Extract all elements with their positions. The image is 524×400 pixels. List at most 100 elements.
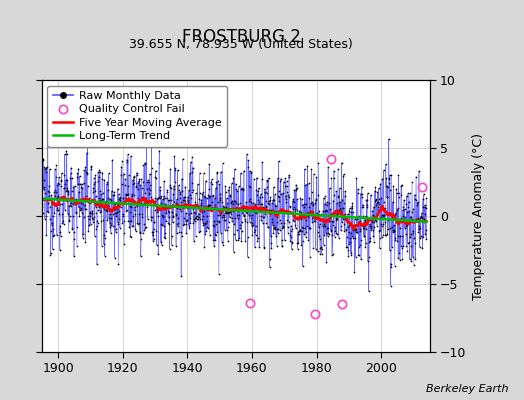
Point bbox=[389, 228, 398, 234]
Point bbox=[161, 195, 169, 202]
Point bbox=[127, 153, 135, 159]
Point bbox=[140, 220, 148, 227]
Point bbox=[414, 199, 422, 205]
Point bbox=[85, 222, 93, 228]
Point bbox=[339, 173, 347, 180]
Point bbox=[404, 204, 412, 211]
Point bbox=[343, 224, 352, 230]
Point bbox=[408, 229, 417, 236]
Point bbox=[222, 188, 230, 195]
Point bbox=[341, 216, 349, 222]
Point bbox=[271, 224, 279, 230]
Point bbox=[148, 229, 157, 235]
Point bbox=[416, 235, 424, 241]
Point bbox=[60, 185, 68, 192]
Point bbox=[249, 205, 258, 211]
Point bbox=[248, 200, 257, 206]
Point bbox=[357, 256, 365, 263]
Point bbox=[312, 210, 321, 216]
Point bbox=[291, 222, 299, 228]
Point bbox=[401, 218, 410, 224]
Point bbox=[246, 170, 255, 176]
Point bbox=[379, 212, 387, 218]
Point bbox=[341, 192, 349, 199]
Point bbox=[359, 225, 367, 231]
Point bbox=[66, 218, 74, 224]
Point bbox=[87, 162, 95, 169]
Point bbox=[422, 227, 430, 233]
Point bbox=[245, 212, 253, 219]
Point bbox=[322, 208, 331, 214]
Point bbox=[84, 213, 92, 219]
Point bbox=[195, 196, 203, 202]
Point bbox=[210, 218, 218, 224]
Point bbox=[287, 239, 296, 245]
Point bbox=[203, 202, 212, 208]
Point bbox=[52, 174, 60, 180]
Point bbox=[148, 214, 156, 220]
Point bbox=[130, 207, 139, 214]
Point bbox=[228, 218, 236, 224]
Point bbox=[279, 224, 287, 230]
Point bbox=[45, 189, 53, 196]
Point bbox=[123, 192, 132, 199]
Point bbox=[362, 196, 370, 203]
Point bbox=[312, 196, 320, 202]
Point bbox=[338, 196, 346, 203]
Point bbox=[297, 215, 305, 221]
Point bbox=[183, 217, 191, 224]
Point bbox=[269, 184, 278, 190]
Point bbox=[63, 189, 72, 196]
Point bbox=[392, 186, 400, 192]
Point bbox=[391, 235, 399, 241]
Point bbox=[275, 198, 283, 204]
Point bbox=[247, 214, 255, 221]
Point bbox=[90, 232, 99, 239]
Point bbox=[280, 179, 288, 185]
Point bbox=[187, 220, 195, 226]
Point bbox=[307, 212, 315, 219]
Point bbox=[114, 190, 123, 197]
Point bbox=[174, 220, 182, 226]
Point bbox=[417, 214, 425, 220]
Point bbox=[355, 244, 364, 250]
Point bbox=[155, 194, 163, 200]
Point bbox=[138, 211, 146, 217]
Point bbox=[259, 206, 267, 212]
Point bbox=[102, 181, 111, 187]
Point bbox=[299, 263, 307, 269]
Point bbox=[369, 223, 378, 230]
Point bbox=[234, 207, 242, 213]
Point bbox=[113, 219, 122, 226]
Point bbox=[354, 190, 362, 196]
Point bbox=[114, 221, 122, 227]
Point bbox=[139, 230, 147, 236]
Point bbox=[41, 194, 49, 201]
Point bbox=[106, 195, 114, 202]
Point bbox=[181, 218, 190, 224]
Point bbox=[358, 204, 366, 210]
Point bbox=[143, 186, 151, 192]
Point bbox=[403, 248, 411, 254]
Point bbox=[117, 181, 126, 188]
Point bbox=[89, 218, 97, 225]
Point bbox=[282, 192, 290, 199]
Point bbox=[373, 200, 381, 206]
Point bbox=[167, 204, 175, 210]
Point bbox=[164, 220, 172, 226]
Point bbox=[182, 221, 191, 228]
Point bbox=[149, 236, 158, 242]
Point bbox=[57, 233, 65, 239]
Point bbox=[271, 202, 280, 208]
Point bbox=[179, 156, 187, 162]
Point bbox=[148, 165, 156, 172]
Point bbox=[287, 228, 295, 234]
Point bbox=[90, 174, 98, 181]
Point bbox=[262, 219, 270, 226]
Point bbox=[193, 212, 201, 219]
Point bbox=[121, 196, 129, 203]
Point bbox=[156, 184, 164, 190]
Point bbox=[395, 250, 403, 256]
Point bbox=[203, 223, 212, 230]
Point bbox=[322, 230, 330, 236]
